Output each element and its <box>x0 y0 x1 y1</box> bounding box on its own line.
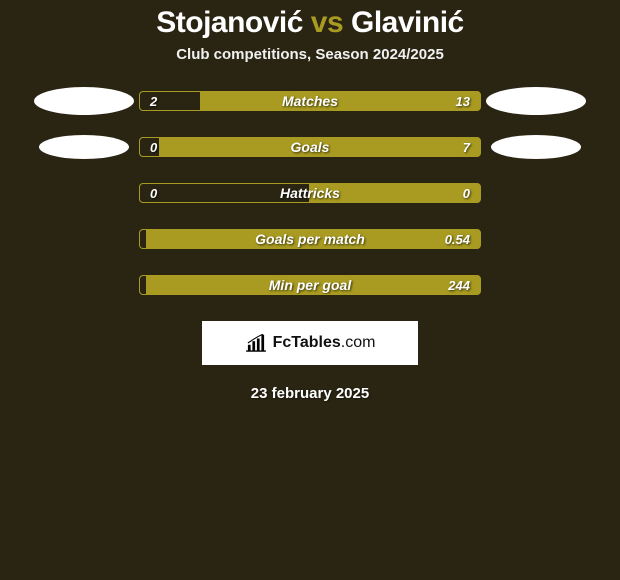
stat-bar: 2Matches13 <box>139 91 481 111</box>
left-badge-slot <box>29 135 139 159</box>
stat-row-goals: 0Goals7 <box>0 137 620 157</box>
player1-club-icon <box>39 135 129 159</box>
stat-row-hattricks: 0Hattricks0 <box>0 183 620 203</box>
barchart-icon <box>245 334 267 352</box>
stat-rows: 2Matches130Goals70Hattricks0Goals per ma… <box>0 91 620 295</box>
stat-bar: Min per goal244 <box>139 275 481 295</box>
stat-right-value: 0.54 <box>445 230 470 248</box>
player2-name: Glavinić <box>351 6 464 39</box>
player2-club-icon <box>486 87 586 115</box>
comparison-widget: Stojanović vs Glavinić Club competitions… <box>0 0 620 402</box>
stat-right-value: 0 <box>463 184 470 202</box>
stat-label: Min per goal <box>140 276 480 294</box>
stat-row-matches: 2Matches13 <box>0 91 620 111</box>
stat-row-gpm: Goals per match0.54 <box>0 229 620 249</box>
stat-right-value: 13 <box>456 92 470 110</box>
stat-bar-left-fill <box>140 230 147 248</box>
stat-row-mpg: Min per goal244 <box>0 275 620 295</box>
snapshot-date: 23 february 2025 <box>0 385 620 402</box>
stat-right-value: 244 <box>448 276 470 294</box>
stat-bar-left-fill <box>140 92 201 110</box>
player2-club-icon <box>491 135 581 159</box>
right-badge-slot <box>481 135 591 159</box>
stat-label: Goals per match <box>140 230 480 248</box>
vs-separator: vs <box>311 6 343 39</box>
subtitle: Club competitions, Season 2024/2025 <box>0 46 620 63</box>
stat-right-value: 7 <box>463 138 470 156</box>
stat-bar-left-fill <box>140 184 310 202</box>
stat-bar: Goals per match0.54 <box>139 229 481 249</box>
stat-bar-left-fill <box>140 138 160 156</box>
right-badge-slot <box>481 87 591 115</box>
stat-label: Goals <box>140 138 480 156</box>
player1-club-icon <box>34 87 134 115</box>
logo-text: FcTables.com <box>273 334 376 352</box>
source-logo: FcTables.com <box>202 321 418 365</box>
left-badge-slot <box>29 87 139 115</box>
stat-bar: 0Hattricks0 <box>139 183 481 203</box>
stat-bar: 0Goals7 <box>139 137 481 157</box>
stat-bar-left-fill <box>140 276 147 294</box>
player1-name: Stojanović <box>156 6 303 39</box>
title: Stojanović vs Glavinić <box>0 6 620 40</box>
